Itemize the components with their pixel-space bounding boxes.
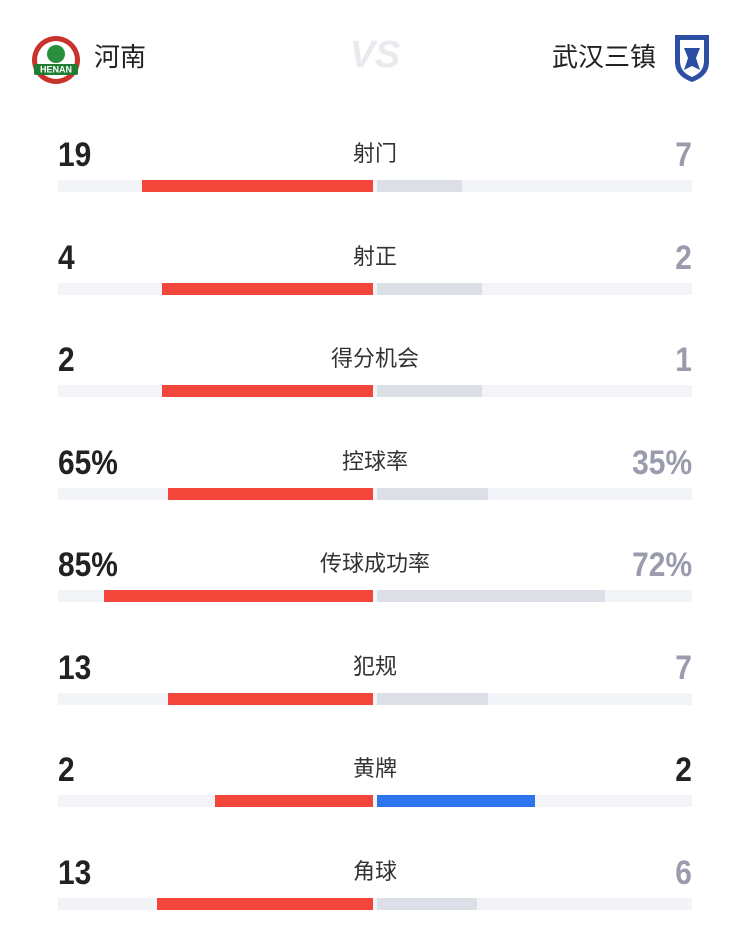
away-value: 35% — [632, 443, 692, 482]
home-bar — [162, 385, 373, 397]
home-bar — [162, 282, 373, 295]
home-value: 85% — [58, 546, 118, 584]
home-badge: HENAN — [32, 36, 80, 84]
away-team: 武汉三镇 — [551, 43, 656, 73]
home-bar — [142, 180, 373, 192]
away-bar — [377, 692, 488, 705]
away-value: 2 — [675, 751, 692, 789]
home-bar — [104, 590, 373, 602]
home-value: 65% — [58, 443, 118, 482]
away-value: 7 — [675, 648, 692, 687]
home-value: 19 — [58, 136, 92, 174]
away-value: 7 — [675, 136, 692, 174]
home-bar — [167, 487, 373, 500]
stat-label: 射门 — [352, 142, 397, 167]
home-bar — [215, 795, 373, 807]
away-value: 1 — [675, 341, 692, 379]
bar-track — [58, 795, 692, 807]
away-badge — [675, 35, 709, 82]
bar-track — [58, 385, 692, 397]
away-value: 72% — [632, 546, 692, 584]
bar-track — [58, 282, 692, 295]
away-bar — [377, 487, 488, 500]
away-bar — [377, 897, 477, 910]
home-value: 13 — [58, 648, 92, 687]
home-value: 2 — [58, 751, 75, 789]
vs-logo: VS — [349, 34, 401, 76]
away-bar — [377, 590, 605, 602]
stat-label: 射正 — [352, 244, 397, 270]
home-bar — [167, 692, 373, 705]
home-value: 13 — [58, 853, 92, 892]
bar-track — [58, 692, 692, 705]
away-value: 6 — [675, 853, 692, 892]
away-value: 2 — [675, 238, 692, 277]
away-bar — [377, 282, 483, 295]
away-bar — [377, 180, 463, 192]
stat-label: 传球成功率 — [319, 552, 430, 577]
bar-track — [58, 487, 692, 500]
stat-label: 控球率 — [341, 449, 408, 475]
bar-track — [58, 897, 692, 910]
stat-label: 黄牌 — [352, 757, 397, 782]
stat-label: 角球 — [352, 859, 397, 885]
away-bar — [377, 385, 483, 397]
home-team: 河南 — [94, 43, 147, 73]
badge-text: HENAN — [40, 65, 72, 75]
home-value: 2 — [58, 341, 75, 379]
away-bar — [377, 795, 535, 807]
stat-label: 犯规 — [352, 654, 397, 680]
home-bar — [156, 897, 373, 910]
stat-label: 得分机会 — [330, 347, 419, 372]
home-value: 4 — [58, 238, 75, 277]
